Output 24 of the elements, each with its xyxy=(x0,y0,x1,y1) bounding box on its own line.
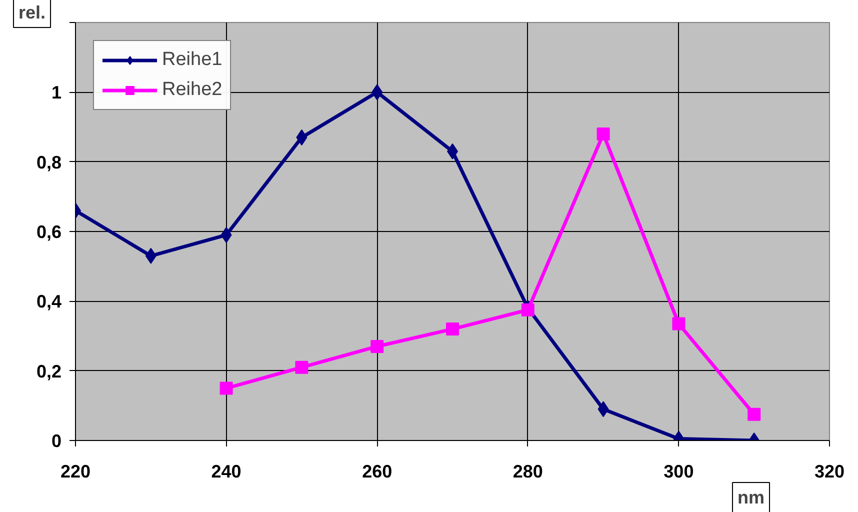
y-tick-label: 0,4 xyxy=(36,292,62,312)
x-tick-label: 320 xyxy=(814,462,845,482)
x-tick-label: 300 xyxy=(664,462,694,482)
point xyxy=(295,360,308,374)
point xyxy=(446,322,459,336)
point xyxy=(672,317,686,330)
y-axis-title: rel. xyxy=(18,2,46,22)
point xyxy=(596,127,610,140)
x-axis-title: nm xyxy=(738,488,764,508)
y-tick-label: 0 xyxy=(51,431,62,451)
y-tick-label: 0,6 xyxy=(36,222,62,242)
point xyxy=(370,340,384,353)
legend-label: Reihe1 xyxy=(162,49,222,71)
x-tick-label: 240 xyxy=(211,462,242,482)
point xyxy=(521,303,534,316)
y-tick-label: 0,2 xyxy=(36,361,62,382)
point xyxy=(748,408,761,421)
legend-label: Reihe2 xyxy=(162,79,222,101)
x-tick-label: 260 xyxy=(362,462,392,482)
point xyxy=(220,382,233,395)
y-tick-label: 1 xyxy=(51,82,62,103)
y-tick-label: 0,8 xyxy=(36,152,62,172)
x-tick-label: 220 xyxy=(60,462,91,482)
x-tick-label: 280 xyxy=(512,462,543,482)
